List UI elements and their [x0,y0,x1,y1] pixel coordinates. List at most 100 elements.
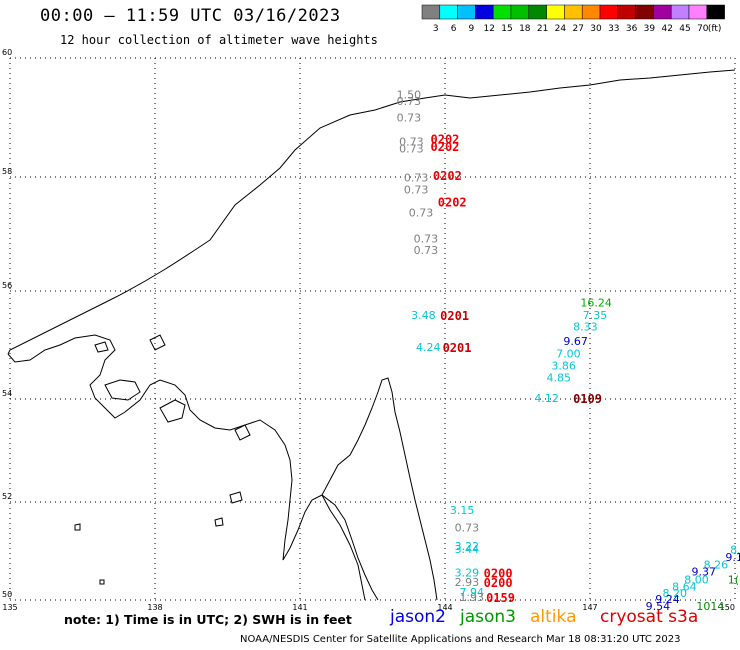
wave-height-value: 9.1 [725,551,740,564]
island-6 [74,491,243,585]
satellite-jason3-label: jason3 [460,607,516,627]
legend-label: 70 [697,24,709,34]
legend-label: 24 [555,24,567,34]
map-subtitle: 12 hour collection of altimeter wave hei… [60,33,378,47]
legend-label: 3 [433,24,439,34]
island-3 [234,424,251,441]
wave-height-value: 8.64 [672,580,697,593]
wave-height-value: 3.44 [455,543,480,556]
wave-height-value: 1.93 [460,591,485,604]
coastline-sakhalin-north [321,377,438,601]
wave-height-value: 9.54 [646,600,671,613]
island-4 [149,334,166,351]
legend-swatch [653,4,672,20]
satellite-altika-label: altika [530,607,577,627]
wave-height-value: 8.26 [704,559,729,572]
wave-height-value: 0.73 [455,521,480,534]
coastline-shantar-region [7,334,379,601]
pass-time-label: 0200 [484,567,513,581]
pass-time-label: 0202 [431,140,460,154]
lon-tick-label: 144 [437,603,452,612]
legend-swatch [421,4,441,20]
legend-label: 15 [501,24,512,34]
legend-swatch [492,4,512,20]
legend-label: 9 [469,24,475,34]
wave-height-value: 0.73 [414,233,439,246]
wave-height-value: 0.73 [397,112,422,125]
legend-label: 36 [626,24,638,34]
legend-unit: (ft) [708,24,722,34]
wave-height-value: 4.12 [534,392,559,405]
wave-height-value: 0.73 [399,135,424,148]
credits-footer: NOAA/NESDIS Center for Satellite Applica… [240,634,681,645]
lat-tick-label: 60 [2,48,12,57]
lat-tick-label: 56 [2,281,12,290]
wave-height-value: 3.48 [411,309,436,322]
wave-height-value: 2.93 [455,576,480,589]
wave-height-value: 8.20 [663,587,688,600]
pass-time-label: 0202 [431,132,460,146]
wave-height-value: 0.73 [397,95,422,108]
legend-swatch [564,4,583,20]
pass-time-label: 0109 [573,392,602,406]
legend-label: 12 [483,24,494,34]
legend-swatch [475,4,494,20]
wave-height-value: 3.15 [450,504,475,517]
wave-height-value: 4.24 [416,341,441,354]
wave-height-value: 16.24 [580,296,612,309]
lon-tick-label: 150 [720,603,735,612]
pass-time-label: 0202 [433,169,462,183]
wave-height-value: 8.33 [573,321,598,334]
satellite-jason2-label: jason2 [390,607,446,627]
lon-tick-label: 138 [147,603,162,612]
wave-height-value: 9.67 [563,335,588,348]
pass-time-label: 0202 [438,196,467,210]
legend-label: 45 [679,24,690,34]
coastline [7,69,736,601]
legend-swatch [528,4,547,20]
map-title: 00:00 – 11:59 UTC 03/16/2023 [40,6,341,26]
legend-swatch [688,4,708,20]
island-5 [94,341,109,353]
pass-time-label: 0200 [484,576,513,590]
legend-swatch [546,4,565,20]
color-legend: 3 6 9 12 15 18 21 24 27 30 33 36 39 42 45 70 (ft) [421,4,725,34]
legend-swatch [599,4,619,20]
wave-height-value: 7.94 [460,586,485,599]
wave-height-value: 3.29 [455,567,480,580]
lat-lon-grid: 60 58 56 54 52 50 135 138 141 144 147 150 [2,48,736,612]
legend-label: 18 [519,24,531,34]
wave-height-value: 3.86 [551,360,576,373]
wave-height-value: 1.50 [397,88,422,101]
legend-label: 42 [661,24,672,34]
wave-height-value: 3.22 [455,540,480,553]
lon-tick-label: 147 [582,603,597,612]
legend-swatch [635,4,654,20]
wave-height-value: 8.8 [730,544,740,557]
footnote: note: 1) Time is in UTC; 2) SWH is in fe… [64,612,352,627]
wave-height-observations: 1.500.730.730.730.730.730.730.730.730.73… [397,88,740,613]
legend-swatch [617,4,636,20]
pass-time-label: 0159 [486,591,515,605]
legend-swatch [581,4,601,20]
pass-time-label: 0201 [440,309,469,323]
wave-height-value: 1014 [696,600,724,613]
legend-swatch [670,4,690,20]
legend-label: 27 [572,24,583,34]
lat-tick-label: 58 [2,167,12,176]
lat-tick-label: 50 [2,590,12,599]
lon-tick-label: 141 [292,603,307,612]
wave-height-value: 7.35 [583,309,608,322]
wave-height-value: 8.00 [684,573,709,586]
wave-height-value: 9.24 [655,593,680,606]
legend-label: 33 [608,24,619,34]
island-1 [104,379,141,401]
wave-height-value: 1( [728,573,739,586]
lat-tick-label: 54 [2,389,12,398]
wave-height-value: 4.85 [547,371,572,384]
wave-height-value: 0.73 [404,184,429,197]
wave-height-value: 0.73 [409,206,434,219]
legend-swatch [439,4,458,20]
